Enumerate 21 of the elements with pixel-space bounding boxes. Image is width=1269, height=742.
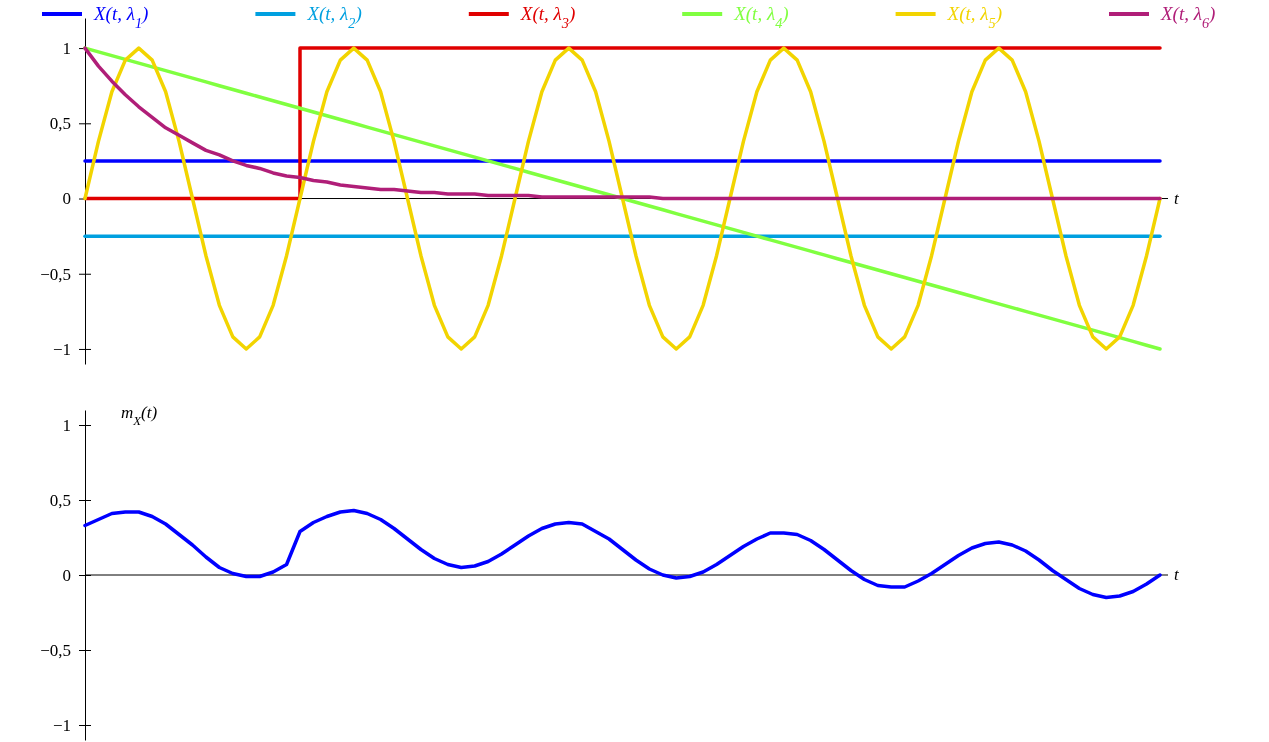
line-series (83, 46, 1162, 351)
legend-label: X(t, λ$_{2}$) (306, 3, 362, 31)
y-tick-label: −1 (52, 339, 71, 359)
y-tick-label: 1 (62, 39, 71, 59)
x-axis-title: t (1174, 565, 1180, 584)
legend-label: X(t, λ$_{5}$) (946, 3, 1003, 31)
y-tick-label: −1 (52, 715, 71, 735)
legend-label: X(t, λ$_{1}$) (93, 3, 149, 31)
line-series (83, 508, 1162, 600)
x-axis-title: t (1174, 188, 1180, 208)
y-tick-label: 0 (62, 565, 71, 585)
legend-label: X(t, λ$_{4}$) (733, 3, 789, 31)
legend-label: X(t, λ$_{6}$) (1160, 3, 1216, 31)
y-tick-label: 0 (62, 189, 71, 209)
y-tick-label: 0,5 (49, 490, 71, 510)
y-tick-label: −0,5 (40, 640, 71, 660)
y-tick-label: 1 (62, 415, 71, 435)
y-tick-label: −0,5 (40, 264, 71, 284)
y-tick-label: 0,5 (49, 114, 71, 134)
legend-label: X(t, λ$_{3}$) (519, 3, 576, 31)
y-axis-title: m$_{X}$(t) (121, 403, 158, 428)
